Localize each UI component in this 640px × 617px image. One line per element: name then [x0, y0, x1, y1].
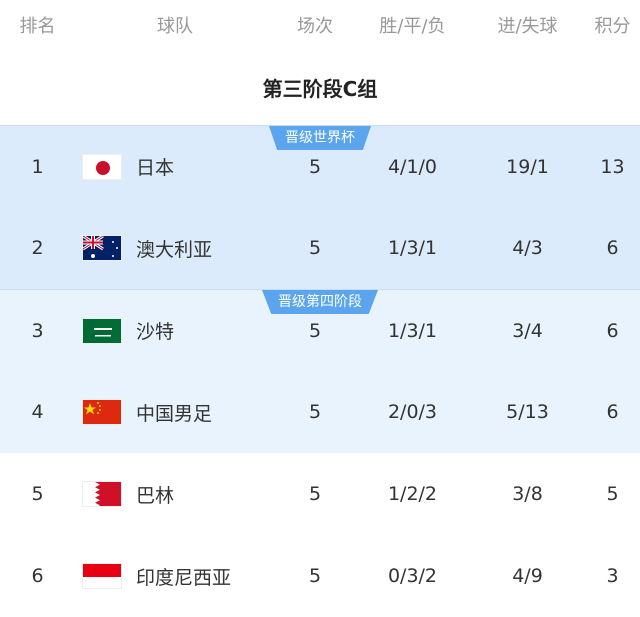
- played: 5: [308, 155, 322, 178]
- played: 5: [308, 237, 322, 259]
- china-flag-icon: [82, 399, 122, 425]
- goals: 5/13: [506, 401, 549, 423]
- team-cell[interactable]: 澳大利亚: [75, 235, 275, 262]
- table-row[interactable]: 6 印度尼西亚 5 0/3/2 4/9 3: [0, 535, 640, 617]
- goals: 3/8: [512, 483, 543, 505]
- rank: 1: [31, 155, 44, 178]
- rank: 4: [31, 401, 44, 423]
- points: 13: [600, 155, 625, 178]
- table-row[interactable]: 5 巴林 5 1/2/2 3/8 5: [0, 453, 640, 535]
- australia-flag-icon: [82, 235, 122, 261]
- played: 5: [308, 483, 322, 505]
- wdl: 1/2/2: [387, 483, 438, 505]
- team-cell[interactable]: 巴林: [75, 481, 275, 508]
- wdl: 4/1/0: [387, 155, 438, 178]
- table-header: 排名 球队 场次 胜/平/负 进/失球 积分: [0, 0, 640, 50]
- saudi-arabia-flag-icon: [82, 317, 122, 344]
- rank: 3: [31, 319, 44, 342]
- wdl: 0/3/2: [387, 565, 438, 587]
- team-cell[interactable]: 中国男足: [75, 399, 275, 426]
- team-name: 日本: [136, 157, 175, 179]
- header-played: 场次: [297, 16, 333, 37]
- goals: 4/3: [512, 237, 543, 259]
- header-goals: 进/失球: [497, 16, 558, 37]
- wdl: 1/3/1: [387, 237, 438, 259]
- table-row[interactable]: 晋级世界杯 1 日本 5 4/1/0 19/1 13: [0, 125, 640, 207]
- header-team: 球队: [157, 16, 193, 37]
- wdl: 2/0/3: [387, 401, 438, 423]
- played: 5: [308, 401, 322, 423]
- group-title: 第三阶段C组: [262, 77, 378, 101]
- zone-badge-qualify: 晋级世界杯: [269, 126, 371, 150]
- header-rank: 排名: [19, 16, 56, 37]
- goals: 4/9: [512, 565, 543, 587]
- header-points: 积分: [594, 16, 631, 37]
- rank: 6: [31, 565, 44, 587]
- team-cell[interactable]: 沙特: [75, 317, 275, 344]
- team-name: 印度尼西亚: [136, 566, 232, 589]
- table-row[interactable]: 2 澳大利亚 5 1/3/1 4/3 6: [0, 207, 640, 289]
- team-name: 巴林: [136, 484, 175, 507]
- goals: 19/1: [506, 155, 549, 178]
- table-row[interactable]: 晋级第四阶段 3 沙特 5 1/3/1 3/4 6: [0, 289, 640, 371]
- standings-table: 晋级世界杯 1 日本 5 4/1/0 19/1 13 2 澳大利亚 5 1/3/…: [0, 125, 640, 617]
- points: 6: [606, 237, 619, 259]
- team-cell[interactable]: 日本: [75, 153, 275, 180]
- japan-flag-icon: [82, 153, 122, 180]
- points: 6: [606, 319, 619, 342]
- bahrain-flag-icon: [82, 481, 122, 507]
- played: 5: [308, 565, 322, 587]
- header-wdl: 胜/平/负: [379, 16, 446, 37]
- points: 3: [606, 565, 619, 587]
- indonesia-flag-icon: [82, 563, 122, 589]
- points: 5: [606, 483, 619, 505]
- table-row[interactable]: 4 中国男足 5 2/0/3 5/13 6: [0, 371, 640, 453]
- team-name: 沙特: [136, 321, 175, 343]
- rank: 2: [31, 237, 44, 259]
- team-name: 澳大利亚: [136, 238, 213, 261]
- played: 5: [308, 319, 322, 342]
- team-name: 中国男足: [136, 402, 213, 425]
- points: 6: [606, 401, 619, 423]
- rank: 5: [31, 483, 44, 505]
- goals: 3/4: [512, 319, 543, 342]
- wdl: 1/3/1: [387, 319, 438, 342]
- team-cell[interactable]: 印度尼西亚: [75, 563, 275, 590]
- zone-badge-playoff: 晋级第四阶段: [262, 290, 378, 314]
